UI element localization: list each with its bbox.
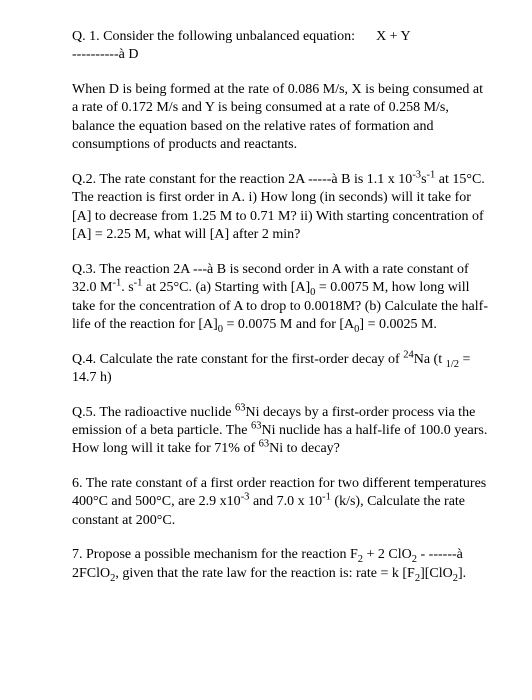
q1-line2: ----------à D xyxy=(72,47,138,62)
q7-f: ]. xyxy=(458,566,466,581)
question-2: Q.2. The rate constant for the reaction … xyxy=(72,171,492,245)
q4-sup: 24 xyxy=(403,349,414,360)
question-6: 6. The rate constant of a first order re… xyxy=(72,475,492,530)
q6-b: and 7.0 x 10 xyxy=(249,494,322,509)
q7-e: ][ClO xyxy=(420,566,453,581)
q5-a: Q.5. The radioactive nuclide xyxy=(72,405,235,420)
q2-exp-b: -1 xyxy=(427,169,436,180)
q1-line1b: X + Y xyxy=(376,29,411,44)
q5-s1: 63 xyxy=(235,402,246,413)
q4-a: Q.4. Calculate the rate constant for the… xyxy=(72,352,403,367)
q3-f: ] = 0.0025 M. xyxy=(359,317,437,332)
q4-sub: 1/2 xyxy=(446,358,459,369)
q1-body-text: When D is being formed at the rate of 0.… xyxy=(72,82,483,152)
q3-b: . s xyxy=(121,280,133,295)
q3-e1: -1 xyxy=(112,278,121,289)
question-1-header: Q. 1. Consider the following unbalanced … xyxy=(72,28,492,65)
q3-e: = 0.0075 M and for [A xyxy=(223,317,354,332)
q5-s2: 63 xyxy=(251,420,262,431)
document-page: Q. 1. Consider the following unbalanced … xyxy=(0,0,532,700)
q5-s3: 63 xyxy=(259,439,270,450)
question-5: Q.5. The radioactive nuclide 63Ni decays… xyxy=(72,404,492,459)
question-3: Q.3. The reaction 2A ---à B is second or… xyxy=(72,261,492,335)
q7-d: , given that the rate law for the reacti… xyxy=(115,566,414,581)
q6-e2: -1 xyxy=(322,492,331,503)
q3-c: at 25°C. (a) Starting with [A] xyxy=(142,280,310,295)
q7-a: 7. Propose a possible mechanism for the … xyxy=(72,547,358,562)
q7-b: + 2 ClO xyxy=(363,547,412,562)
q5-d: Ni to decay? xyxy=(269,441,340,456)
q2-a: Q.2. The rate constant for the reaction … xyxy=(72,172,412,187)
q4-b: Na (t xyxy=(414,352,446,367)
question-1-body: When D is being formed at the rate of 0.… xyxy=(72,81,492,155)
question-7: 7. Propose a possible mechanism for the … xyxy=(72,546,492,583)
q2-exp-a: -3 xyxy=(412,169,421,180)
question-4: Q.4. Calculate the rate constant for the… xyxy=(72,351,492,388)
q1-line1a: Q. 1. Consider the following unbalanced … xyxy=(72,29,355,44)
